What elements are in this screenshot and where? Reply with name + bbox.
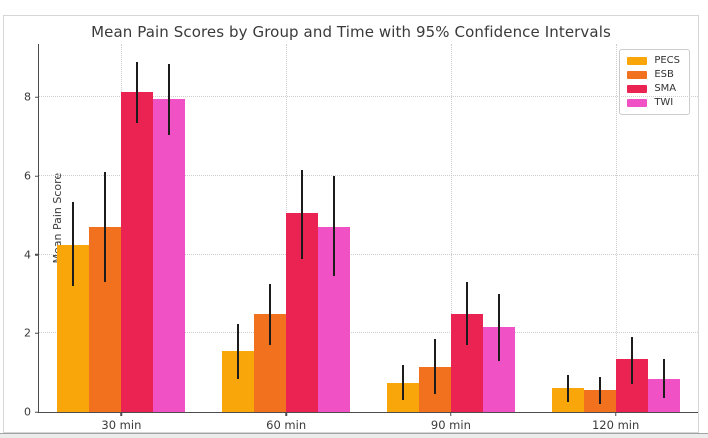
legend: PECS ESB SMA TWI xyxy=(619,49,690,115)
y-tick-label: 0 xyxy=(24,405,31,419)
x-tick-mark xyxy=(450,412,452,416)
legend-row-TWI: TWI xyxy=(627,98,680,108)
error-bar-ESB-90-min xyxy=(433,339,436,395)
bar-slot xyxy=(121,44,154,412)
gridline-vertical xyxy=(450,44,452,412)
bar-group-120-min xyxy=(533,44,698,412)
y-tick-mark xyxy=(35,175,39,177)
chart-title: Mean Pain Scores by Group and Time with … xyxy=(91,23,611,41)
legend-label-TWI: TWI xyxy=(654,97,674,108)
y-tick-mark xyxy=(35,96,39,99)
bar-slot xyxy=(222,44,255,412)
bar-slot xyxy=(615,44,648,412)
page-bottom-divider xyxy=(0,433,708,438)
plot-area: Mean Pain Score PECS ESB SMA TWI 0 2 4 6 8 30 mi… xyxy=(24,44,698,432)
error-bar-ESB-60-min xyxy=(269,284,272,346)
bar-group-90-min xyxy=(369,44,534,412)
legend-swatch-TWI xyxy=(627,99,648,107)
x-tick-label: 120 min xyxy=(591,418,640,432)
bar-slot xyxy=(318,44,351,412)
y-tick-mark xyxy=(35,411,39,413)
legend-row-SMA: SMA xyxy=(627,84,680,94)
bar-TWI-30-min xyxy=(153,99,186,412)
bar-slot xyxy=(450,44,483,412)
bar-group-60-min xyxy=(204,44,369,412)
error-bar-PECS-60-min xyxy=(237,323,240,379)
gridline-horizontal xyxy=(39,332,698,334)
bar-slot xyxy=(482,44,515,412)
bar-group-30-min xyxy=(39,44,204,412)
error-bar-TWI-120-min xyxy=(662,358,665,399)
y-tick-label: 6 xyxy=(24,169,31,183)
x-tick-label: 30 min xyxy=(101,418,142,432)
error-bar-SMA-30-min xyxy=(136,62,139,124)
x-tick-mark xyxy=(120,412,123,416)
gridline-horizontal xyxy=(39,253,698,255)
bar-slot xyxy=(89,44,122,412)
legend-label-ESB: ESB xyxy=(654,69,674,80)
legend-row-ESB: ESB xyxy=(627,70,680,80)
error-bar-ESB-30-min xyxy=(104,172,107,283)
gridline-horizontal xyxy=(39,96,698,98)
error-bar-TWI-60-min xyxy=(333,176,336,277)
error-bar-SMA-90-min xyxy=(465,282,468,346)
x-tick-label: 60 min xyxy=(266,418,307,432)
bar-slot xyxy=(57,44,90,412)
bar-SMA-30-min xyxy=(121,91,154,412)
legend-swatch-PECS xyxy=(627,57,648,65)
y-tick-label: 8 xyxy=(24,90,31,104)
y-tick-label: 2 xyxy=(24,326,31,340)
bar-slot xyxy=(254,44,287,412)
bar-slot xyxy=(286,44,319,412)
error-bar-ESB-120-min xyxy=(598,376,601,405)
error-bar-PECS-120-min xyxy=(566,374,569,403)
error-bar-SMA-60-min xyxy=(301,170,304,259)
error-bar-TWI-30-min xyxy=(168,64,171,135)
gridline-vertical xyxy=(615,44,617,412)
gridline-horizontal xyxy=(39,175,698,177)
error-bar-TWI-90-min xyxy=(497,294,500,361)
bar-slot xyxy=(386,44,419,412)
bar-slot xyxy=(153,44,186,412)
bar-slot xyxy=(647,44,680,412)
error-bar-PECS-90-min xyxy=(401,364,404,401)
error-bar-PECS-30-min xyxy=(72,201,75,287)
legend-label-SMA: SMA xyxy=(654,83,677,94)
legend-swatch-ESB xyxy=(627,71,648,79)
legend-row-PECS: PECS xyxy=(627,56,680,66)
legend-swatch-SMA xyxy=(627,85,648,93)
chart-figure: Mean Pain Scores by Group and Time with … xyxy=(3,15,699,433)
x-tick-mark xyxy=(614,412,617,416)
legend-label-PECS: PECS xyxy=(654,55,680,66)
error-bar-SMA-120-min xyxy=(630,337,633,385)
y-tick-mark xyxy=(35,254,39,256)
bar-slot xyxy=(418,44,451,412)
bar-slot xyxy=(551,44,584,412)
y-tick-label: 4 xyxy=(24,248,31,262)
x-tick-label: 90 min xyxy=(430,418,471,432)
y-tick-mark xyxy=(35,332,39,335)
bar-slot xyxy=(583,44,616,412)
x-tick-mark xyxy=(285,412,287,416)
